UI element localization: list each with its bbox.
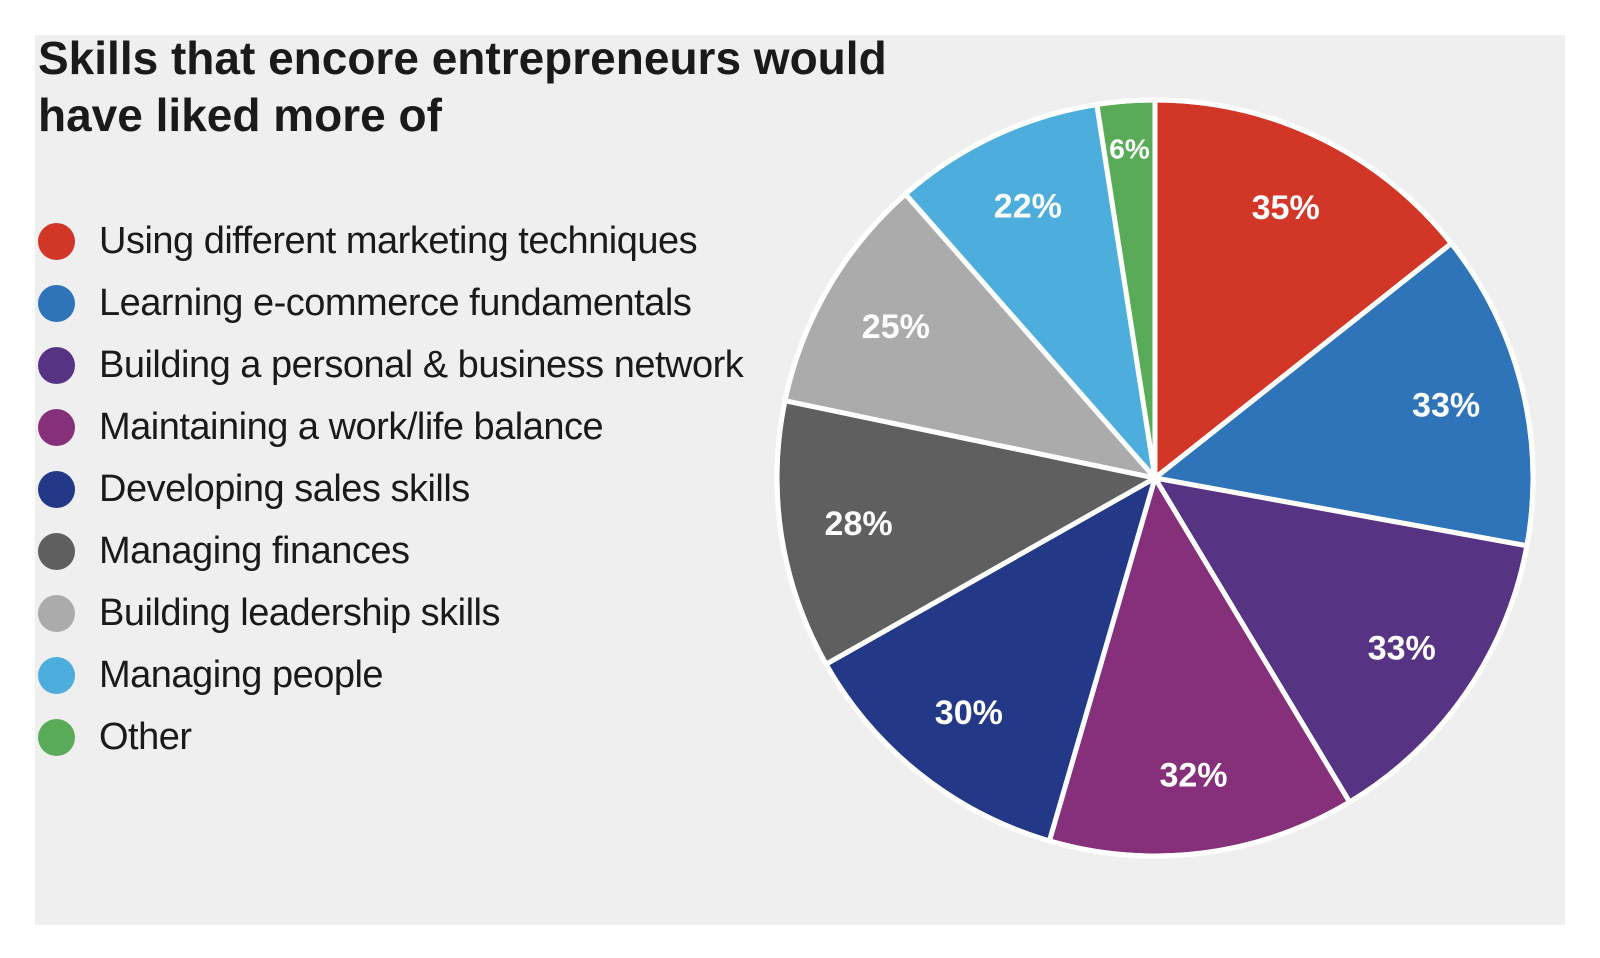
legend-item: Maintaining a work/life balance [38, 396, 743, 458]
legend-item: Managing people [38, 644, 743, 706]
legend-label: Developing sales skills [99, 467, 470, 510]
legend-swatch [38, 594, 75, 632]
slice-value-label: 30% [935, 694, 1003, 732]
chart-legend: Using different marketing techniques Lea… [38, 210, 744, 768]
legend-swatch [38, 718, 75, 756]
slice-value-label: 32% [1159, 757, 1227, 795]
slice-value-label: 33% [1412, 386, 1480, 424]
legend-label: Managing finances [99, 529, 410, 572]
chart-title: Skills that encore entrepreneurs would h… [38, 32, 887, 141]
legend-item: Developing sales skills [38, 458, 743, 520]
slice-value-label: 25% [862, 308, 930, 346]
legend-swatch [38, 532, 75, 570]
slice-value-label: 33% [1368, 630, 1436, 668]
legend-item: Building leadership skills [38, 582, 743, 644]
legend-swatch [38, 408, 75, 446]
legend-label: Managing people [99, 653, 384, 696]
legend-label: Building a personal & business network [99, 343, 744, 386]
legend-item: Managing finances [38, 520, 743, 582]
slice-value-label: 22% [994, 187, 1062, 225]
legend-item: Other [38, 706, 743, 768]
legend-swatch [38, 656, 75, 694]
legend-label: Maintaining a work/life balance [99, 405, 604, 448]
legend-label: Building leadership skills [99, 591, 501, 634]
slice-value-label: 28% [825, 505, 893, 543]
pie-outline [774, 97, 1536, 859]
legend-item: Learning e-commerce fundamentals [38, 272, 743, 334]
legend-item: Building a personal & business network [38, 334, 744, 396]
legend-label: Learning e-commerce fundamentals [99, 281, 692, 324]
slice-value-label: 6% [1109, 133, 1150, 164]
legend-swatch [38, 346, 75, 384]
legend-swatch [38, 284, 75, 322]
legend-swatch [38, 470, 75, 508]
legend-label: Using different marketing techniques [99, 219, 698, 262]
legend-label: Other [99, 715, 192, 758]
legend-swatch [38, 222, 75, 260]
slice-value-label: 35% [1252, 189, 1320, 227]
legend-item: Using different marketing techniques [38, 210, 743, 272]
